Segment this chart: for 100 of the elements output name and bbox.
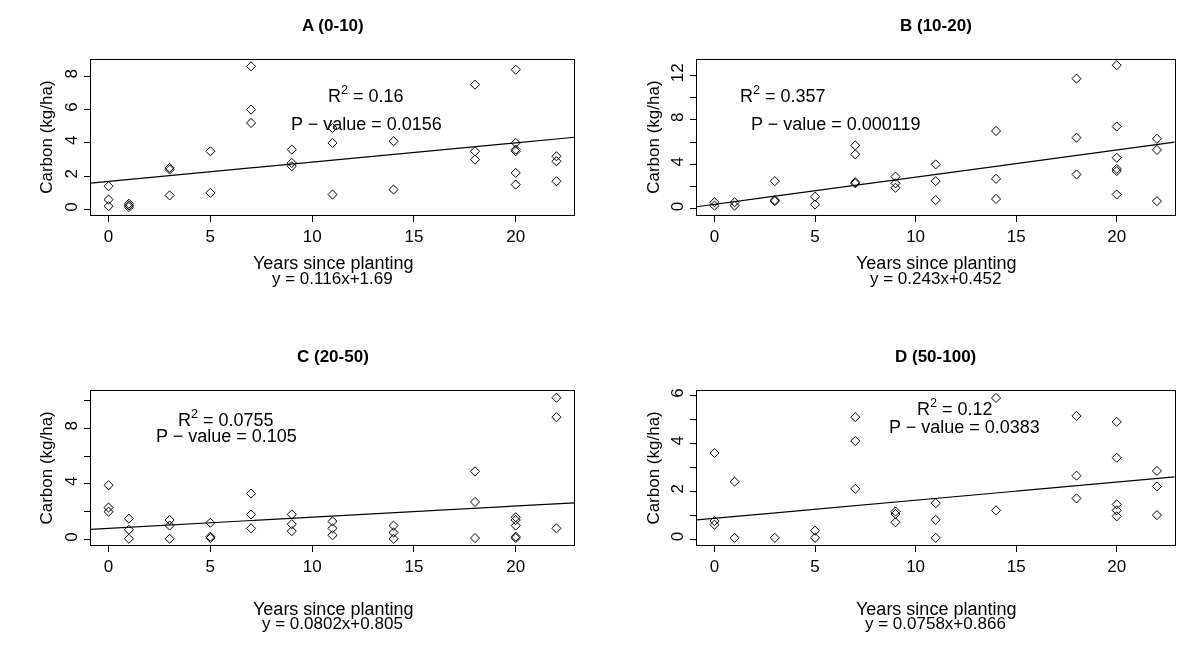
x-tick-label: 20	[1107, 226, 1127, 246]
point	[103, 506, 114, 517]
point	[1071, 470, 1082, 481]
point	[991, 125, 1002, 137]
point	[103, 194, 114, 205]
point	[930, 498, 941, 509]
point	[551, 412, 562, 423]
point	[205, 187, 216, 198]
y-tick-label: 6	[667, 388, 687, 398]
point	[809, 199, 821, 210]
point	[769, 532, 780, 543]
point	[850, 149, 861, 160]
x-tick-label: 0	[103, 226, 114, 246]
y-axis-title: Carbon (kg/ha)	[643, 80, 663, 194]
x-tick-label: 20	[1107, 557, 1127, 577]
point	[850, 140, 861, 151]
point	[327, 189, 338, 200]
point	[510, 137, 521, 148]
x-tick-label: 5	[810, 226, 820, 246]
point	[388, 184, 399, 195]
point	[551, 392, 562, 403]
point	[469, 496, 481, 507]
point	[809, 532, 821, 543]
x-tick-label: 0	[709, 226, 720, 246]
point	[991, 173, 1002, 184]
point	[930, 159, 941, 170]
point	[1111, 60, 1122, 71]
point	[709, 447, 720, 459]
x-axis-title: Years since planting	[253, 253, 414, 273]
y-tick-label: 0	[61, 202, 81, 212]
y-tick-label: 8	[61, 69, 81, 79]
point	[103, 181, 114, 192]
point	[850, 435, 861, 447]
point	[551, 156, 562, 167]
point	[286, 526, 297, 537]
point	[510, 167, 521, 178]
point	[809, 191, 821, 202]
x-tick-label: 20	[506, 557, 526, 577]
point	[510, 64, 521, 75]
point	[930, 176, 941, 187]
point	[286, 144, 297, 155]
x-tick-label: 15	[404, 226, 424, 246]
point	[1111, 416, 1122, 427]
point	[890, 182, 901, 193]
point	[1071, 132, 1082, 143]
point	[850, 412, 861, 423]
point	[286, 509, 297, 520]
y-tick-label: 2	[61, 168, 81, 179]
point	[123, 524, 134, 535]
y-tick-label: 4	[61, 135, 81, 146]
point	[1071, 73, 1082, 84]
point	[327, 523, 338, 534]
point	[890, 171, 901, 182]
x-tick-label: 0	[709, 557, 720, 577]
point	[1111, 152, 1122, 163]
y-tick-label: 0	[667, 201, 687, 212]
point	[930, 532, 941, 543]
y-tick-label: 4	[667, 157, 687, 167]
point	[510, 520, 521, 531]
x-tick-label: 15	[1006, 226, 1026, 246]
y-axis-title: Carbon (kg/ha)	[37, 80, 57, 194]
point	[388, 527, 399, 538]
x-tick-label: 10	[302, 226, 322, 246]
point	[1071, 169, 1082, 180]
y-tick-label: 8	[61, 421, 81, 431]
point	[469, 466, 481, 477]
annotation: R$^{2}$ = 0.357	[740, 83, 826, 106]
point	[103, 502, 114, 513]
point	[1111, 511, 1122, 522]
point	[286, 519, 297, 530]
point	[1111, 121, 1122, 132]
x-tick-label: 20	[506, 226, 526, 246]
y-tick-label: 0	[667, 531, 687, 542]
point	[327, 530, 338, 541]
point	[246, 61, 257, 72]
y-tick-label: 2	[667, 483, 687, 494]
x-tick-label: 15	[404, 557, 424, 577]
point	[205, 146, 216, 157]
annotation: R$^{2}$ = 0.16	[328, 83, 404, 106]
point	[469, 79, 481, 90]
x-tick-label: 10	[906, 557, 926, 577]
point	[551, 176, 562, 187]
y-tick-label: 12	[667, 63, 687, 83]
point	[1071, 493, 1082, 504]
point	[1151, 481, 1162, 492]
point	[1111, 499, 1122, 510]
point	[551, 523, 562, 534]
chart-title: D (50-100)	[895, 347, 977, 366]
point	[551, 151, 562, 162]
point	[205, 517, 216, 528]
point	[164, 514, 175, 526]
point	[930, 514, 941, 525]
point	[246, 104, 257, 115]
point	[327, 516, 338, 527]
chart-title: C (20-50)	[297, 347, 369, 366]
point	[286, 157, 297, 168]
y-tick-label: 4	[667, 436, 687, 446]
point	[850, 483, 861, 494]
point	[103, 480, 114, 491]
point	[930, 195, 941, 206]
